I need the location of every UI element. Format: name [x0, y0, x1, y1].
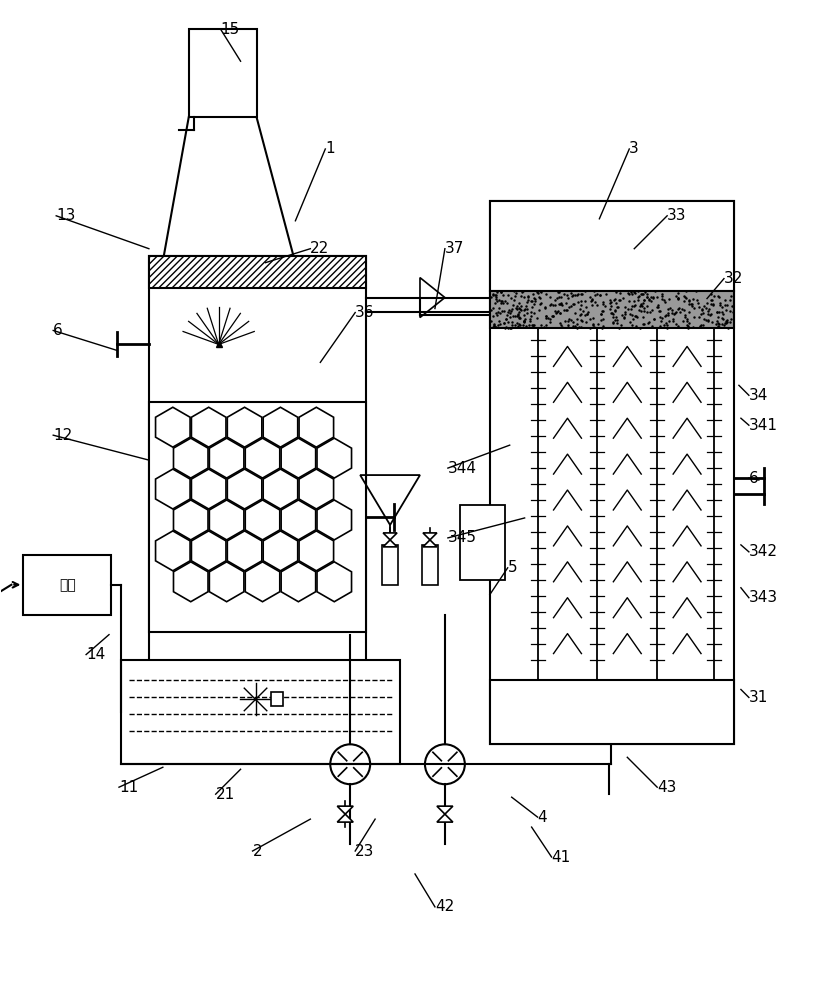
Text: 21: 21	[216, 787, 235, 802]
Polygon shape	[423, 533, 437, 540]
Polygon shape	[337, 814, 354, 822]
Text: 5: 5	[508, 560, 517, 575]
Polygon shape	[383, 533, 397, 540]
Text: 13: 13	[56, 208, 76, 223]
Text: 3: 3	[629, 141, 639, 156]
Polygon shape	[423, 540, 437, 547]
Text: 6: 6	[53, 323, 63, 338]
Bar	[490, 201, 734, 744]
Polygon shape	[337, 806, 354, 814]
Bar	[422, 545, 438, 585]
Text: 1: 1	[325, 141, 335, 156]
Bar	[460, 505, 505, 580]
Text: 12: 12	[53, 428, 72, 443]
Text: 41: 41	[552, 850, 571, 865]
Bar	[149, 402, 366, 632]
Text: 342: 342	[749, 544, 778, 559]
Bar	[382, 545, 398, 585]
Text: 34: 34	[749, 388, 769, 403]
Bar	[490, 201, 734, 291]
Text: 11: 11	[119, 780, 139, 795]
Text: 33: 33	[667, 208, 686, 223]
Text: 22: 22	[310, 241, 330, 256]
Text: 343: 343	[749, 590, 778, 605]
Bar	[271, 692, 283, 706]
Text: 43: 43	[657, 780, 676, 795]
Text: 4: 4	[538, 810, 547, 825]
Text: 14: 14	[86, 647, 105, 662]
Text: 344: 344	[448, 461, 477, 476]
Text: 2: 2	[252, 844, 262, 859]
Bar	[23, 555, 111, 615]
Text: 32: 32	[724, 271, 744, 286]
Text: 6: 6	[749, 471, 759, 486]
Bar	[149, 256, 366, 288]
Polygon shape	[383, 540, 397, 547]
Text: 36: 36	[355, 305, 374, 320]
Bar	[121, 660, 400, 764]
Text: 31: 31	[749, 690, 769, 705]
Bar	[490, 680, 734, 744]
Text: 废气: 废气	[59, 578, 76, 592]
Polygon shape	[437, 806, 453, 814]
Polygon shape	[437, 814, 453, 822]
Text: 15: 15	[221, 22, 240, 37]
Bar	[188, 29, 256, 117]
Bar	[149, 256, 366, 699]
Bar	[490, 291, 734, 328]
Text: 345: 345	[448, 530, 477, 545]
Text: 42: 42	[435, 899, 454, 914]
Text: 341: 341	[749, 418, 778, 433]
Text: 23: 23	[355, 844, 374, 859]
Text: 37: 37	[445, 241, 464, 256]
